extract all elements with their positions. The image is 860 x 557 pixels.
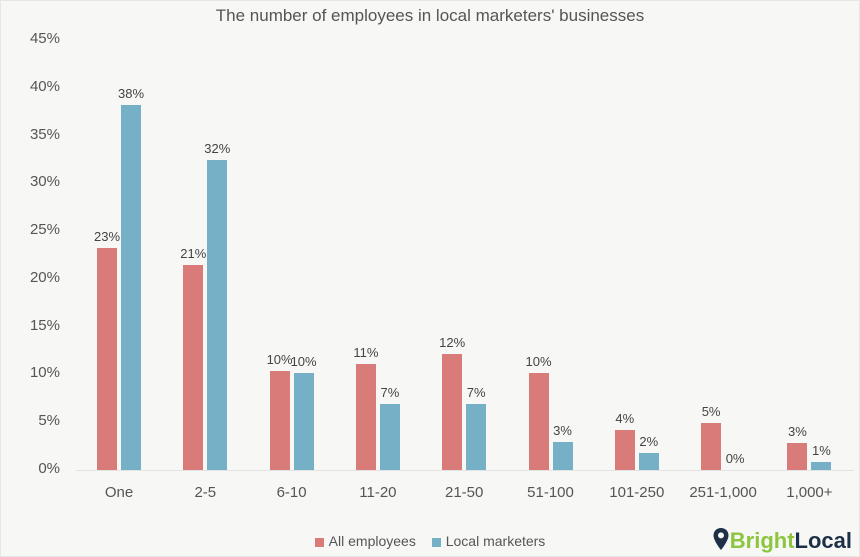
y-tick-label: 10% <box>29 364 60 382</box>
y-tick-label: 45% <box>29 30 60 47</box>
x-tick-label: 51-100 <box>527 484 574 501</box>
data-label: 7% <box>380 385 400 401</box>
data-label: 10% <box>290 353 317 369</box>
data-label: 3% <box>553 423 572 439</box>
bar-all-employees <box>787 443 808 470</box>
data-label: 23% <box>93 229 121 245</box>
bar-local-marketers <box>811 462 832 470</box>
brightlocal-logo: BrightLocal <box>712 527 852 554</box>
location-pin-icon <box>713 528 729 550</box>
data-label: 3% <box>787 424 807 440</box>
bar-local-marketers <box>293 372 314 470</box>
data-label: 5% <box>701 404 721 420</box>
x-tick-label: 21-50 <box>445 484 484 501</box>
bar-all-employees <box>355 363 376 470</box>
x-tick-label: 11-20 <box>359 484 397 501</box>
bar-all-employees <box>528 373 549 470</box>
y-tick-label: 0% <box>38 460 60 477</box>
chart-title: The number of employees in local markete… <box>215 6 645 25</box>
y-tick-label: 35% <box>29 125 60 143</box>
data-label: 10% <box>525 354 552 370</box>
bar-local-marketers <box>121 104 141 470</box>
bar-all-employees <box>269 370 290 470</box>
data-label: 0% <box>725 451 745 466</box>
data-label: 7% <box>466 385 486 401</box>
y-tick-label: 30% <box>29 173 60 191</box>
x-axis-line <box>76 470 854 471</box>
bar-local-marketers <box>552 442 573 470</box>
data-label: 2% <box>639 433 659 449</box>
bar-all-employees <box>701 423 722 470</box>
bar-all-employees <box>183 264 204 470</box>
x-tick-label: 1,000+ <box>786 484 833 501</box>
legend-swatch <box>314 537 324 547</box>
data-label: 38% <box>117 85 145 101</box>
data-label: 1% <box>811 443 831 459</box>
bar-all-employees <box>442 354 463 470</box>
y-tick-label: 20% <box>29 268 60 286</box>
data-label: 32% <box>204 141 231 157</box>
x-tick-label: 2-5 <box>194 484 217 501</box>
y-tick-label: 15% <box>29 316 60 334</box>
x-tick-label: One <box>104 484 134 501</box>
legend: All employees Local marketers <box>0 533 860 549</box>
y-tick-label: 5% <box>38 412 60 430</box>
x-tick-label: 251-1,000 <box>689 484 757 501</box>
y-tick-label: 40% <box>29 77 60 95</box>
y-tick-label: 25% <box>29 221 60 239</box>
bar-local-marketers <box>207 160 228 470</box>
legend-swatch <box>431 537 441 547</box>
bar-local-marketers <box>379 404 400 470</box>
data-label: 10% <box>266 351 293 367</box>
bar-all-employees <box>97 248 117 470</box>
bar-all-employees <box>614 429 635 470</box>
bar-local-marketers <box>466 404 487 470</box>
data-label: 11% <box>353 344 379 360</box>
data-label: 21% <box>180 245 207 261</box>
legend-item-local-marketers: Local marketers <box>431 533 545 549</box>
x-tick-label: 6-10 <box>276 484 307 501</box>
data-label: 12% <box>439 335 466 351</box>
legend-item-all-employees: All employees <box>314 533 416 549</box>
x-tick-label: 101-250 <box>609 484 665 501</box>
data-label: 4% <box>615 410 635 426</box>
bar-local-marketers <box>638 452 659 470</box>
